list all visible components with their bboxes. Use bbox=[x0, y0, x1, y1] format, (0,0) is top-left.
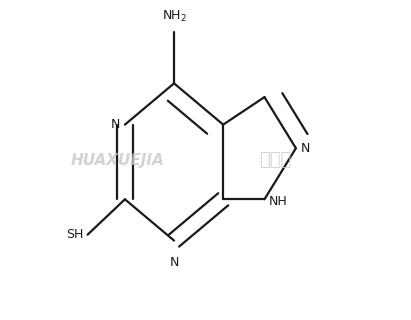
Text: N: N bbox=[111, 118, 120, 131]
Text: SH: SH bbox=[66, 228, 84, 241]
Text: HUAXUEJIA: HUAXUEJIA bbox=[70, 153, 164, 167]
Text: N: N bbox=[169, 255, 179, 268]
Text: N: N bbox=[300, 142, 310, 155]
Text: NH: NH bbox=[269, 195, 288, 208]
Text: NH$_2$: NH$_2$ bbox=[162, 9, 187, 24]
Text: 化学加: 化学加 bbox=[259, 151, 291, 169]
